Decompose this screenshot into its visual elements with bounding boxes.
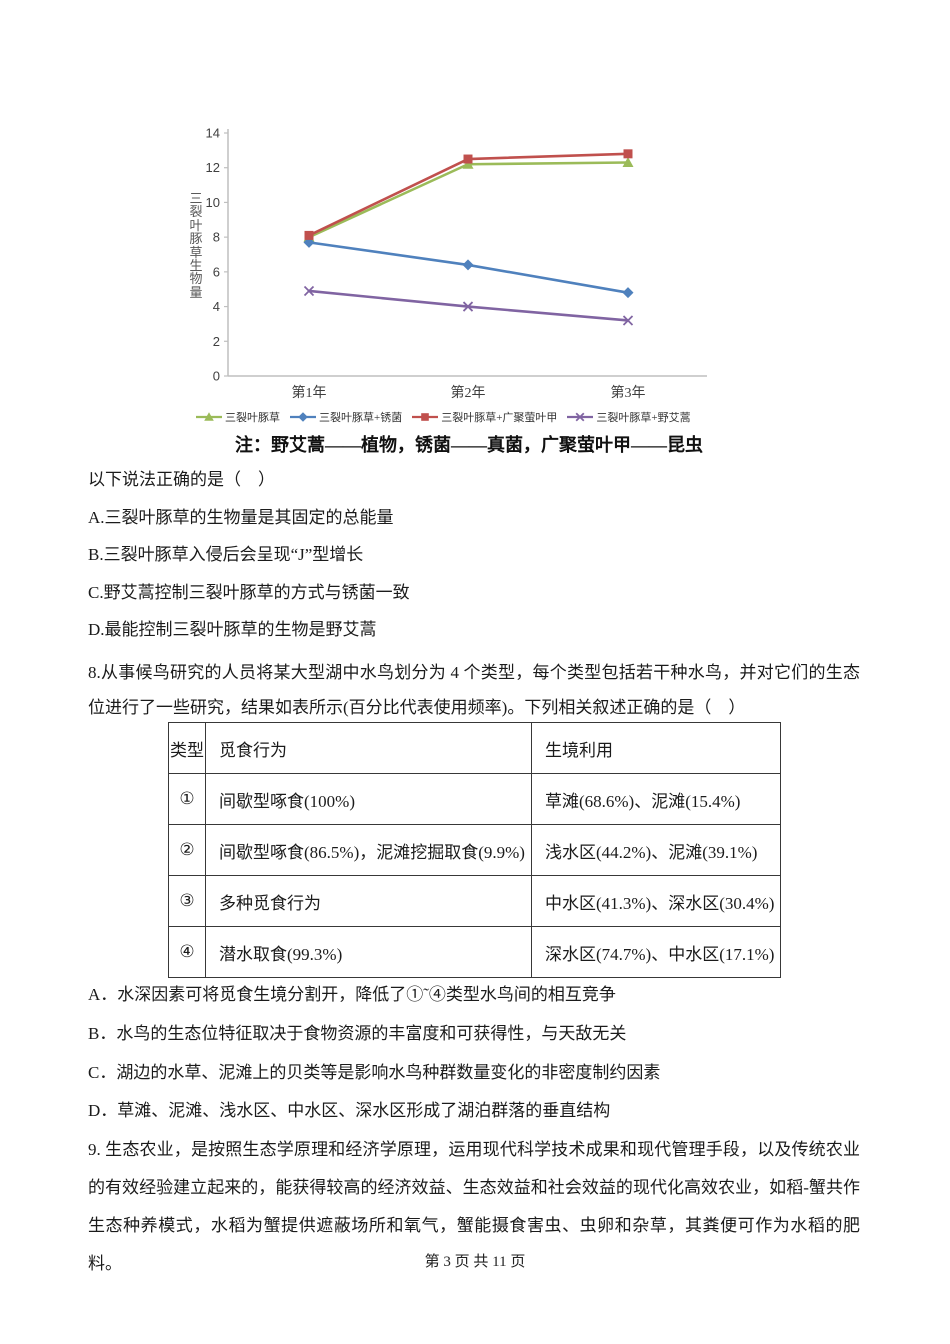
q7-option-d: D.最能控制三裂叶豚草的生物是野艾蒿 xyxy=(88,620,377,639)
q8-option-a: A．水深因素可将觅食生境分割开，降低了①˜④类型水鸟间的相互竞争 xyxy=(88,985,616,1004)
y-tick-label: 6 xyxy=(213,264,220,279)
square-marker-icon xyxy=(421,413,430,421)
x-tick-label: 第3年 xyxy=(611,384,646,401)
legend-label: 三裂叶豚草+锈菌 xyxy=(319,412,403,424)
chart-y-axis-label: 三裂叶豚草生物量 xyxy=(189,191,203,300)
series-line xyxy=(308,161,629,239)
square-legend-marker-icon xyxy=(412,413,439,421)
diamond-legend-marker-icon xyxy=(290,412,316,422)
table-row: ① 间歇型啄食(100%) 草滩(68.6%)、泥滩(15.4%) xyxy=(168,773,782,825)
x-marker-icon xyxy=(575,412,585,422)
triangle-marker-icon xyxy=(462,158,474,169)
table-cell: 间歇型啄食(86.5%)，泥滩挖掘取食(9.9%) xyxy=(205,824,532,876)
niche-table: 类型 觅食行为 生境利用 ① 间歇型啄食(100%) 草滩(68.6%)、泥滩(15… xyxy=(168,722,782,978)
table-cell: 间歇型啄食(100%) xyxy=(205,773,532,825)
table-cell: ③ xyxy=(168,875,206,927)
q8-option-d: D．草滩、泥滩、浅水区、中水区、深水区形成了湖泊群落的垂直结构 xyxy=(88,1101,611,1120)
square-marker-icon xyxy=(304,230,314,240)
chart-plot-area: 0 2 4 6 8 10 12 14 第1年 第2年 第3年 xyxy=(206,126,707,401)
chart-legend: 三裂叶豚草 三裂叶豚草+锈菌 三裂叶豚草+广聚萤叶甲 三裂叶豚草+野艾蒿 xyxy=(196,409,736,425)
table-cell: 草滩(68.6%)、泥滩(15.4%) xyxy=(530,773,782,825)
q7-option-c: C.野艾蒿控制三裂叶豚草的方式与锈菌一致 xyxy=(88,583,410,602)
table-header-habitat: 生境利用 xyxy=(530,722,782,774)
table-header-type: 类型 xyxy=(168,722,206,774)
diamond-marker-icon xyxy=(462,259,474,271)
table-header-row: 类型 觅食行为 生境利用 xyxy=(168,722,782,774)
y-tick-label: 2 xyxy=(213,334,220,349)
y-tick-label: 14 xyxy=(206,126,220,141)
x-tick-label: 第2年 xyxy=(451,384,486,401)
legend-label: 三裂叶豚草+野艾蒿 xyxy=(596,412,691,424)
x-legend-marker-icon xyxy=(567,412,594,422)
table-header-foraging: 觅食行为 xyxy=(205,722,532,774)
x-marker-icon xyxy=(622,315,634,326)
square-marker-icon xyxy=(463,154,473,164)
y-tick-label: 4 xyxy=(213,299,220,314)
triangle-marker-icon xyxy=(204,412,214,421)
y-tick-label: 10 xyxy=(206,195,220,210)
table-row: ④ 潜水取食(99.3%) 深水区(74.7%)、中水区(17.1%) xyxy=(168,926,782,978)
q8-stem: 8.从事候鸟研究的人员将某大型湖中水鸟划分为 4 个类型，每个类型包括若干种水鸟… xyxy=(88,663,860,717)
page-footer: 第 3 页 共 11 页 xyxy=(424,1254,526,1270)
table-cell: 中水区(41.3%)、深水区(30.4%) xyxy=(530,875,782,927)
y-tick-label: 0 xyxy=(213,369,220,384)
diamond-marker-icon xyxy=(622,287,634,299)
triangle-legend-marker-icon xyxy=(196,412,222,421)
legend-label: 三裂叶豚草 xyxy=(225,412,280,424)
table-cell: ② xyxy=(168,824,206,876)
x-marker-icon xyxy=(303,285,315,297)
table-row: ② 间歇型啄食(86.5%)，泥滩挖掘取食(9.9%) 浅水区(44.2%)、泥滩(… xyxy=(168,824,782,876)
q7-stem: 以下说法正确的是（ ） xyxy=(88,470,275,489)
q8-option-b: B．水鸟的生态位特征取决于食物资源的丰富度和可获得性，与天敌无关 xyxy=(88,1024,627,1043)
legend-item: 三裂叶豚草+锈菌 xyxy=(290,409,402,425)
y-tick-label: 12 xyxy=(206,160,220,175)
chart-note: 注：野艾蒿——植物，锈菌——真菌，广聚萤叶甲——昆虫 xyxy=(235,435,703,455)
table-cell: ① xyxy=(168,773,206,825)
q7-option-b: B.三裂叶豚草入侵后会呈现“J”型增长 xyxy=(88,545,364,564)
q9-stem: 9. 生态农业，是按照生态学原理和经济学原理，运用现代科学技术成果和现代管理手段… xyxy=(88,1140,860,1273)
legend-item: 三裂叶豚草 xyxy=(196,409,280,425)
table-cell: ④ xyxy=(168,926,206,978)
q7-option-a: A.三裂叶豚草的生物量是其固定的总能量 xyxy=(88,508,394,527)
y-tick-label: 8 xyxy=(213,230,220,245)
table-cell: 潜水取食(99.3%) xyxy=(205,926,532,978)
legend-label: 三裂叶豚草+广聚萤叶甲 xyxy=(441,412,558,424)
x-marker-icon xyxy=(462,301,474,312)
table-cell: 深水区(74.7%)、中水区(17.1%) xyxy=(530,926,782,978)
legend-item: 三裂叶豚草+广聚萤叶甲 xyxy=(412,409,557,425)
biomass-line-chart: 0 2 4 6 8 10 12 14 第1年 第2年 第3年 xyxy=(188,118,723,408)
q8-option-c: C．湖边的水草、泥滩上的贝类等是影响水鸟种群数量变化的非密度制约因素 xyxy=(88,1063,661,1082)
x-tick-label: 第1年 xyxy=(292,384,327,401)
table-row: ③ 多种觅食行为 中水区(41.3%)、深水区(30.4%) xyxy=(168,875,782,927)
table-cell: 多种觅食行为 xyxy=(205,875,532,927)
square-marker-icon xyxy=(623,149,633,159)
triangle-marker-icon xyxy=(622,157,634,168)
legend-item: 三裂叶豚草+野艾蒿 xyxy=(567,409,691,425)
table-cell: 浅水区(44.2%)、泥滩(39.1%) xyxy=(530,824,782,876)
diamond-marker-icon xyxy=(298,412,308,422)
